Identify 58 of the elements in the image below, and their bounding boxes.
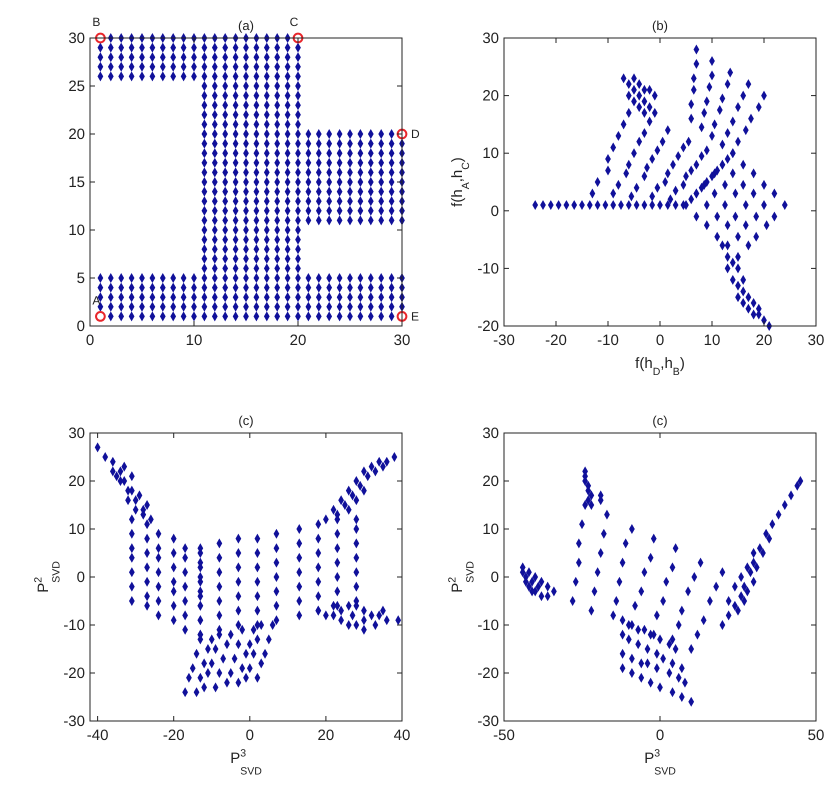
y-tick-label: 0 bbox=[490, 202, 499, 220]
y-tick-label: 30 bbox=[482, 425, 499, 442]
y-tick-label: 20 bbox=[482, 473, 499, 490]
point bbox=[292, 32, 304, 44]
point bbox=[95, 32, 106, 44]
y-tick-label: 0 bbox=[76, 569, 85, 586]
y-tick-label: -20 bbox=[477, 665, 499, 682]
y-tick-label: 15 bbox=[68, 174, 85, 191]
y-tick-label: 10 bbox=[68, 222, 85, 239]
point bbox=[396, 128, 408, 140]
y-tick-label: -10 bbox=[477, 260, 499, 278]
y-tick-label: -10 bbox=[63, 617, 85, 634]
y-tick-label: 5 bbox=[76, 270, 85, 287]
x-tick-label: 0 bbox=[656, 727, 664, 744]
y-tick-label: 30 bbox=[68, 30, 85, 47]
x-tick-label: -20 bbox=[545, 332, 567, 349]
y-tick-label: 30 bbox=[68, 425, 85, 442]
point bbox=[95, 311, 106, 322]
y-tick-label: 30 bbox=[482, 30, 499, 47]
y-tick-label: -20 bbox=[477, 318, 499, 335]
annotation: B bbox=[92, 15, 100, 29]
y-tick-label: 20 bbox=[482, 88, 499, 105]
annotation: E bbox=[411, 309, 420, 324]
y-tick-label: 0 bbox=[76, 318, 85, 335]
y-tick-label: -20 bbox=[63, 665, 85, 682]
y-tick-label: -30 bbox=[63, 713, 85, 730]
y-tick-label: 10 bbox=[68, 521, 85, 538]
x-tick-label: -40 bbox=[86, 727, 108, 744]
x-tick-label: 30 bbox=[394, 332, 410, 349]
x-tick-label: 30 bbox=[808, 332, 824, 349]
x-tick-label: 20 bbox=[756, 332, 772, 349]
chart-title: (c) bbox=[652, 413, 668, 428]
chart-title: (b) bbox=[652, 18, 668, 33]
point bbox=[396, 311, 408, 322]
x-tick-label: 40 bbox=[394, 727, 410, 744]
y-tick-label: 0 bbox=[490, 569, 499, 586]
annotation: D bbox=[411, 127, 420, 141]
x-tick-label: 0 bbox=[656, 332, 664, 349]
y-tick-label: 10 bbox=[482, 145, 499, 162]
chart-title: (a) bbox=[238, 18, 254, 33]
y-tick-label: -10 bbox=[477, 617, 499, 634]
x-axis-title: f(h$_{D}$,h$_{B}$) bbox=[635, 355, 685, 378]
y-tick-label: 20 bbox=[68, 473, 85, 490]
y-tick-label: 10 bbox=[482, 521, 499, 538]
x-tick-label: 10 bbox=[704, 332, 720, 349]
y-tick-label: 25 bbox=[68, 78, 85, 95]
x-tick-label: 10 bbox=[186, 332, 202, 349]
x-tick-label: -20 bbox=[162, 727, 185, 744]
x-tick-label: 20 bbox=[318, 727, 334, 744]
x-tick-label: 0 bbox=[246, 727, 254, 744]
x-tick-label: -10 bbox=[597, 332, 619, 349]
y-tick-label: 20 bbox=[68, 126, 85, 143]
annotation: C bbox=[290, 15, 299, 29]
x-tick-label: 50 bbox=[808, 727, 824, 744]
x-tick-label: 20 bbox=[290, 332, 306, 349]
y-tick-label: -30 bbox=[477, 713, 499, 730]
chart-title: (c) bbox=[238, 413, 254, 428]
x-tick-label: -50 bbox=[493, 727, 515, 744]
